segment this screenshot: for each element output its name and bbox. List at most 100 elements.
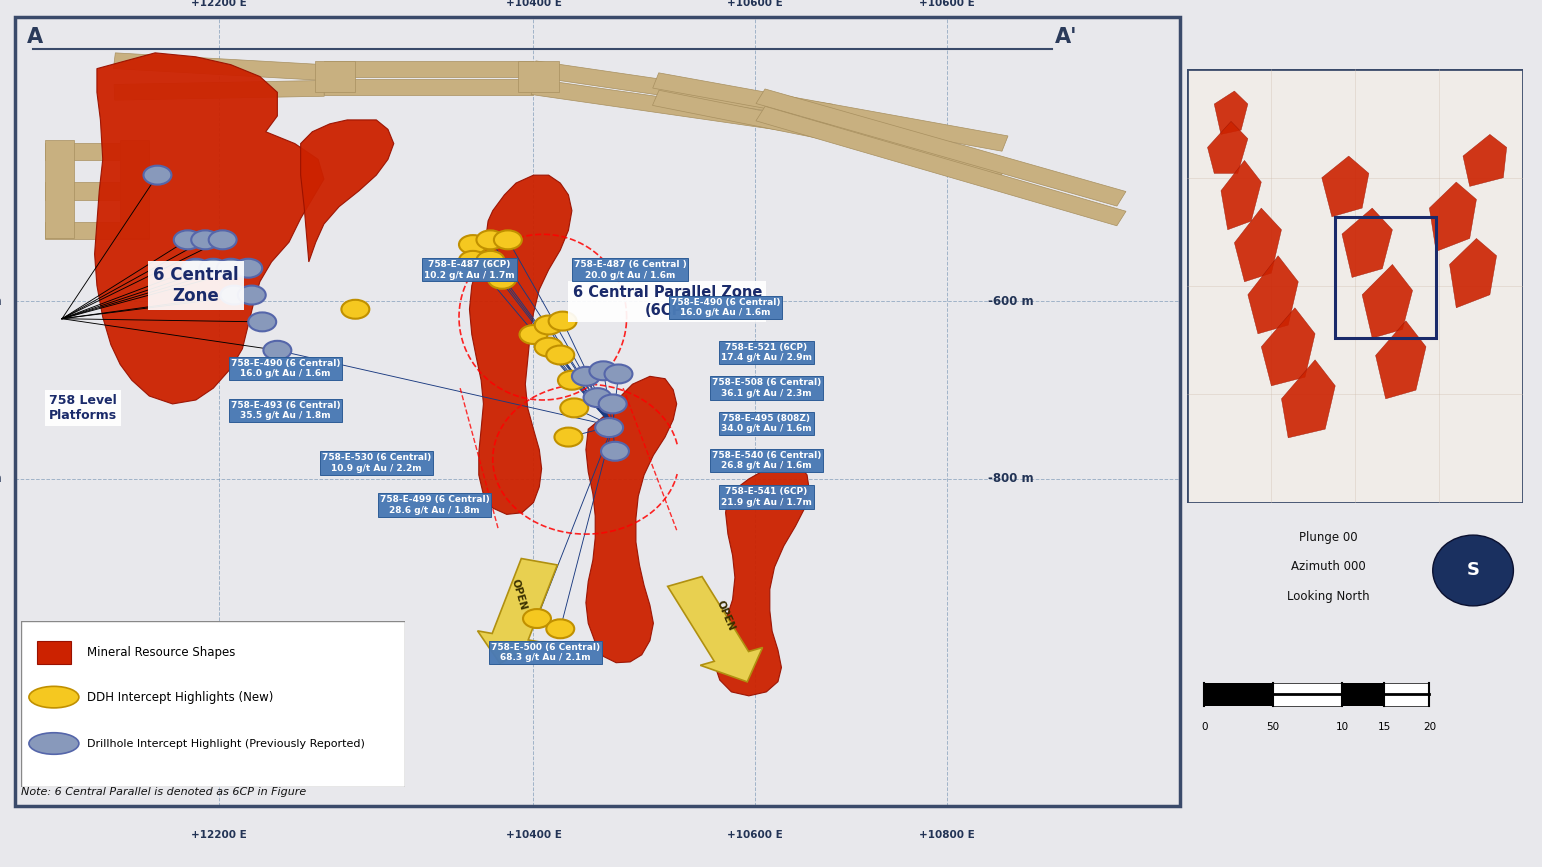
Circle shape [460, 251, 487, 270]
Text: Note: 6 Central Parallel is denoted as 6CP in Figure: Note: 6 Central Parallel is denoted as 6… [22, 787, 307, 797]
Circle shape [583, 388, 612, 407]
Text: +10600 E: +10600 E [919, 0, 975, 8]
Text: 758-E-521 (6CP)
17.4 g/t Au / 2.9m: 758-E-521 (6CP) 17.4 g/t Au / 2.9m [720, 343, 811, 362]
Text: 758-E-540 (6 Central)
26.8 g/t Au / 1.6m: 758-E-540 (6 Central) 26.8 g/t Au / 1.6m [712, 451, 820, 471]
Circle shape [601, 442, 629, 460]
Text: Looking North: Looking North [1288, 590, 1369, 603]
Text: Azimuth 000: Azimuth 000 [1291, 560, 1366, 573]
Circle shape [595, 418, 623, 437]
Circle shape [248, 312, 276, 331]
Circle shape [341, 300, 370, 319]
Polygon shape [1281, 360, 1335, 438]
Text: 50: 50 [1266, 721, 1280, 732]
Text: 6 Central
Zone: 6 Central Zone [153, 266, 239, 305]
Circle shape [1433, 535, 1513, 606]
Text: 758-E-487 (6 Central )
20.0 g/t Au / 1.6m: 758-E-487 (6 Central ) 20.0 g/t Au / 1.6… [574, 260, 686, 279]
Bar [1204, 682, 1274, 706]
Polygon shape [324, 79, 534, 95]
Polygon shape [45, 222, 150, 239]
Polygon shape [586, 376, 677, 662]
Circle shape [560, 399, 588, 417]
Text: 6 Central Parallel Zone
(6CP): 6 Central Parallel Zone (6CP) [572, 285, 762, 317]
Text: 758-E-508 (6 Central)
36.1 g/t Au / 2.3m: 758-E-508 (6 Central) 36.1 g/t Au / 2.3m [712, 379, 820, 398]
Polygon shape [1342, 208, 1392, 277]
Bar [45, 140, 74, 238]
Text: +12200 E: +12200 E [191, 830, 247, 840]
Circle shape [546, 346, 574, 364]
FancyArrow shape [478, 558, 557, 663]
Text: A': A' [1055, 28, 1078, 48]
Circle shape [182, 258, 210, 277]
Polygon shape [756, 107, 1126, 225]
Circle shape [191, 231, 219, 250]
Polygon shape [756, 89, 1126, 206]
Circle shape [174, 231, 202, 250]
Circle shape [535, 316, 563, 335]
Circle shape [598, 394, 626, 414]
Circle shape [589, 362, 617, 381]
FancyBboxPatch shape [1187, 69, 1523, 503]
Polygon shape [1221, 160, 1261, 230]
Circle shape [264, 341, 291, 360]
Text: -600 m: -600 m [987, 295, 1033, 308]
Polygon shape [1235, 208, 1281, 282]
Text: +10600 E: +10600 E [726, 0, 783, 8]
Polygon shape [94, 53, 324, 404]
Text: 758-E-487 (6CP)
10.2 g/t Au / 1.7m: 758-E-487 (6CP) 10.2 g/t Au / 1.7m [424, 260, 515, 279]
Polygon shape [1321, 156, 1369, 217]
Circle shape [217, 258, 245, 277]
Bar [1385, 682, 1429, 706]
Polygon shape [1261, 308, 1315, 386]
Text: 758-E-500 (6 Central)
68.3 g/t Au / 2.1m: 758-E-500 (6 Central) 68.3 g/t Au / 2.1m [490, 642, 600, 662]
Polygon shape [1463, 134, 1507, 186]
Polygon shape [114, 53, 325, 81]
Text: 10: 10 [1335, 721, 1349, 732]
Text: +10800 E: +10800 E [919, 830, 975, 840]
Polygon shape [301, 120, 393, 262]
Text: +10600 E: +10600 E [726, 830, 783, 840]
Bar [315, 61, 355, 92]
Bar [120, 140, 150, 238]
Polygon shape [1375, 321, 1426, 399]
Text: 758-E-530 (6 Central)
10.9 g/t Au / 2.2m: 758-E-530 (6 Central) 10.9 g/t Au / 2.2m [322, 453, 430, 473]
Text: -800 m: -800 m [987, 473, 1033, 486]
Polygon shape [45, 143, 150, 160]
Polygon shape [324, 61, 534, 76]
Circle shape [221, 285, 248, 304]
Polygon shape [652, 90, 1008, 175]
Circle shape [489, 270, 517, 289]
Circle shape [520, 325, 547, 344]
Text: 758-E-541 (6CP)
21.9 g/t Au / 1.7m: 758-E-541 (6CP) 21.9 g/t Au / 1.7m [722, 487, 811, 506]
Text: +10400 E: +10400 E [506, 830, 561, 840]
Text: S: S [1466, 562, 1480, 579]
Circle shape [199, 258, 227, 277]
Polygon shape [1207, 121, 1247, 173]
Text: 758-E-490 (6 Central)
16.0 g/t Au / 1.6m: 758-E-490 (6 Central) 16.0 g/t Au / 1.6m [231, 359, 341, 378]
Circle shape [476, 231, 504, 250]
Polygon shape [530, 61, 833, 120]
Text: 758-E-495 (808Z)
34.0 g/t Au / 1.6m: 758-E-495 (808Z) 34.0 g/t Au / 1.6m [722, 414, 811, 434]
Polygon shape [1429, 182, 1476, 251]
Bar [518, 61, 560, 92]
Polygon shape [1362, 264, 1412, 338]
Text: 758-E-499 (6 Central)
28.6 g/t Au / 1.8m: 758-E-499 (6 Central) 28.6 g/t Au / 1.8m [379, 495, 489, 515]
Polygon shape [652, 73, 1008, 151]
Circle shape [460, 235, 487, 254]
Polygon shape [1247, 256, 1298, 334]
Polygon shape [714, 460, 810, 696]
Circle shape [143, 166, 171, 185]
Polygon shape [114, 81, 324, 101]
Text: 20: 20 [1423, 721, 1436, 732]
Circle shape [572, 367, 600, 386]
Circle shape [523, 610, 550, 628]
Circle shape [237, 285, 265, 304]
Circle shape [493, 231, 521, 250]
Circle shape [208, 231, 236, 250]
Circle shape [476, 251, 504, 270]
Text: OPEN: OPEN [714, 598, 737, 632]
Polygon shape [1449, 238, 1497, 308]
Polygon shape [469, 175, 572, 514]
Text: 15: 15 [1377, 721, 1391, 732]
Bar [1274, 682, 1342, 706]
Text: +10400 E: +10400 E [506, 0, 561, 8]
